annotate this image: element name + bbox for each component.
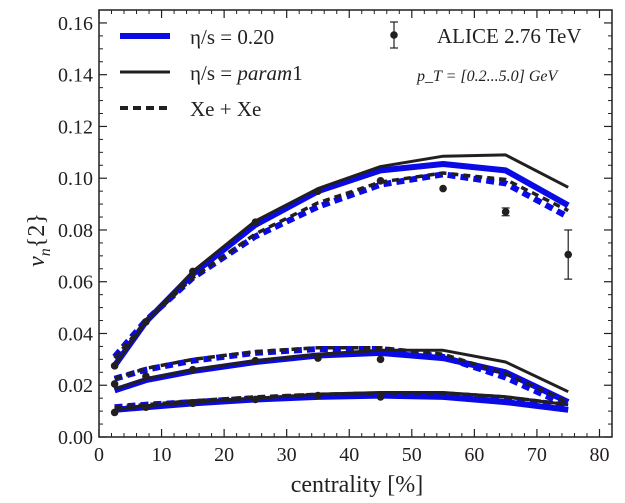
data-point-v3 <box>189 365 197 374</box>
y-tick-label: 0.12 <box>58 116 93 138</box>
ticks-layer: 0 10 20 30 40 50 60 70 80 0.00 0.02 0.04 0.06 0.08 0.1… <box>58 10 612 466</box>
y-tick-label: 0.08 <box>58 220 93 242</box>
y-tick-label: 0.04 <box>58 323 93 345</box>
legend-label-alice: ALICE 2.76 TeV <box>437 24 582 48</box>
data-point-v4 <box>142 403 150 412</box>
x-tick-label: 40 <box>339 444 359 466</box>
y-tick-label: 0.06 <box>58 272 93 294</box>
x-tick-label: 70 <box>527 444 547 466</box>
series-line-v3-thin-black <box>114 348 569 394</box>
data-points-layer <box>110 177 573 417</box>
series-line-v3-dashed-black <box>114 345 569 404</box>
data-point-v4 <box>314 391 322 400</box>
x-tick-label: 80 <box>589 444 609 466</box>
y-tick-label: 0.14 <box>58 65 93 87</box>
series-line-v2-dashed-blue <box>112 171 570 359</box>
data-point-v4 <box>110 408 119 417</box>
series-line-v2-thick-blue <box>112 161 570 368</box>
y-tick-label: 0.02 <box>58 375 93 397</box>
data-point-v2 <box>142 318 150 326</box>
data-point-v2 <box>314 187 322 195</box>
x-tick-label: 60 <box>464 444 484 466</box>
data-point-v4 <box>251 395 260 404</box>
data-point-v3 <box>110 380 119 388</box>
x-tick-label: 0 <box>94 444 104 466</box>
x-axis-label: centrality [%] <box>291 472 424 498</box>
legend-pt-range: p_T = [0.2...5.0] GeV <box>416 68 560 85</box>
series-line-v2-dashed-black <box>113 171 569 360</box>
data-point-v3 <box>314 354 322 362</box>
legend: η/s = 0.20 η/s = param1 Xe + Xe ALICE 2.… <box>120 21 582 121</box>
y-tick-label: 0.00 <box>58 427 93 449</box>
data-point-v2 <box>439 184 447 193</box>
data-point-v2 <box>501 208 510 216</box>
svg-text:vn{2}: vn{2} <box>24 213 54 267</box>
data-point-v4 <box>376 393 385 401</box>
legend-label-eta-param1: η/s = param1 <box>190 61 303 85</box>
legend-marker-alice <box>390 21 398 49</box>
data-point-v2 <box>251 218 260 227</box>
y-axis-label: vn{2} <box>24 213 54 267</box>
legend-label-xexe: Xe + Xe <box>190 97 261 121</box>
x-tick-label: 20 <box>214 444 234 466</box>
data-point-v3 <box>251 356 260 365</box>
data-point-v2 <box>189 267 197 276</box>
legend-label-eta-020: η/s = 0.20 <box>190 25 274 49</box>
y-tick-label: 0.16 <box>58 13 93 35</box>
plot-frame <box>98 9 613 438</box>
x-tick-label: 50 <box>402 444 422 466</box>
x-tick-label: 30 <box>277 444 297 466</box>
data-point-v3 <box>376 355 385 364</box>
data-point-v2 <box>564 250 573 259</box>
series-layer <box>112 153 570 413</box>
data-point-v2 <box>110 362 119 370</box>
data-point-v2 <box>376 177 385 185</box>
data-point-v4 <box>189 399 197 408</box>
data-point-v3 <box>142 372 150 380</box>
y-tick-label: 0.10 <box>58 168 93 190</box>
x-tick-label: 10 <box>152 444 172 466</box>
